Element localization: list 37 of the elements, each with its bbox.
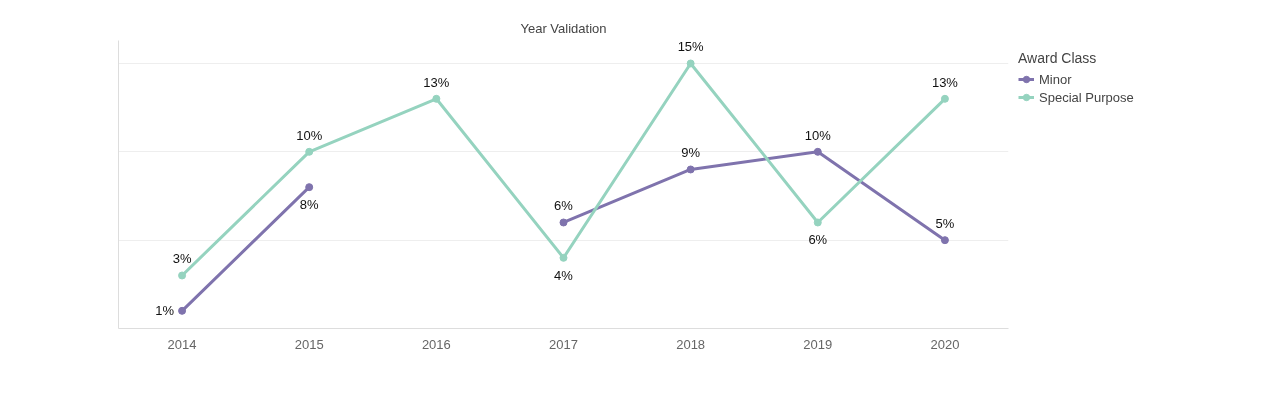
x-tick-label: 2017 (549, 336, 578, 352)
x-tick-label: 2016 (421, 336, 451, 352)
chart-title: Year Validation (520, 20, 607, 36)
data-label: 13% (931, 74, 959, 90)
point (686, 59, 695, 68)
data-label: 6% (808, 232, 828, 248)
x-tick-label: 2014 (167, 336, 197, 352)
x-tick-label: 2019 (803, 336, 833, 352)
data-label: 8% (299, 197, 320, 213)
data-label: 13% (423, 74, 450, 90)
point (178, 306, 187, 315)
data-label: 10% (296, 127, 323, 143)
legend-title: Award Class (1018, 50, 1098, 66)
point (178, 271, 187, 280)
point (813, 218, 822, 227)
legend-label: Minor (1039, 71, 1072, 87)
data-label: 4% (554, 267, 574, 283)
data-label: 10% (804, 127, 832, 143)
point (686, 165, 695, 174)
data-label: 3% (172, 251, 192, 267)
point (940, 94, 949, 103)
x-tick-label: 2020 (930, 336, 960, 352)
x-tick-label: 2018 (676, 336, 706, 352)
legend-label: Special Purpose (1039, 89, 1134, 105)
point (305, 147, 314, 156)
point (432, 94, 441, 103)
point (813, 147, 822, 156)
point (559, 253, 568, 262)
point (305, 183, 314, 192)
point (940, 236, 949, 245)
data-label: 5% (935, 216, 955, 232)
data-label: 15% (677, 39, 705, 55)
data-label: 1% (155, 303, 175, 319)
data-label: 9% (681, 145, 701, 161)
point (559, 218, 568, 227)
x-tick-label: 2015 (294, 336, 324, 352)
data-label: 6% (554, 198, 574, 214)
